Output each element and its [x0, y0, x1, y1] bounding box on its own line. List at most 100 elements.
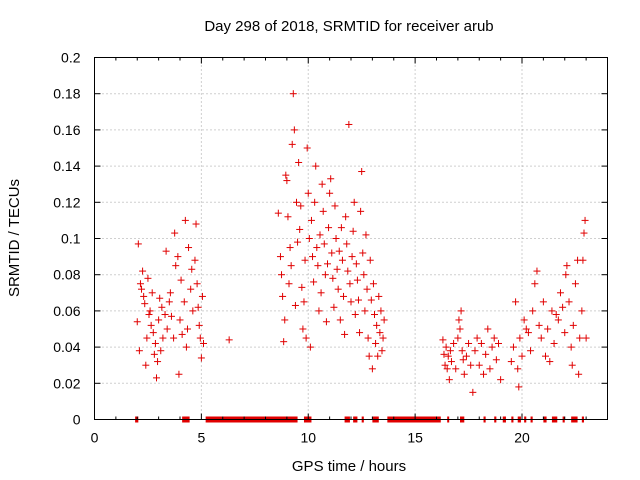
data-point — [285, 280, 293, 288]
data-point — [446, 347, 454, 355]
data-point — [334, 285, 342, 293]
data-point — [335, 247, 343, 255]
data-point — [319, 207, 327, 215]
data-point — [302, 334, 310, 342]
data-point — [333, 265, 341, 273]
data-point — [314, 262, 322, 270]
data-point — [376, 329, 384, 337]
data-point — [571, 280, 579, 288]
data-point — [295, 158, 303, 166]
data-point — [366, 256, 374, 264]
x-tick-label: 10 — [300, 430, 316, 446]
data-point — [156, 294, 164, 302]
data-point — [477, 339, 485, 347]
y-tick-label: 0.14 — [53, 158, 80, 174]
data-point — [444, 352, 452, 360]
data-point — [178, 330, 186, 338]
data-point — [354, 296, 362, 304]
data-point — [136, 280, 144, 288]
data-point — [346, 280, 354, 288]
data-point — [457, 307, 465, 315]
data-point — [360, 271, 368, 279]
data-point — [142, 361, 150, 369]
data-point — [274, 209, 282, 217]
data-point — [441, 361, 449, 369]
data-point — [351, 311, 359, 319]
data-point — [556, 289, 564, 297]
data-point — [447, 358, 455, 366]
data-point — [325, 224, 333, 232]
data-point — [512, 298, 520, 306]
data-point — [363, 285, 371, 293]
data-point — [134, 240, 142, 248]
data-point — [150, 350, 158, 358]
data-point — [304, 189, 312, 197]
data-point — [327, 175, 335, 183]
data-point — [580, 229, 588, 237]
data-point — [581, 216, 589, 224]
data-point — [562, 271, 570, 279]
data-point — [316, 231, 324, 239]
data-point — [454, 334, 462, 342]
data-point — [280, 338, 288, 346]
data-point — [529, 307, 537, 315]
data-point — [154, 358, 162, 366]
data-point — [141, 300, 149, 308]
data-point — [139, 267, 147, 275]
y-tick-label: 0.08 — [53, 267, 80, 283]
data-point — [531, 280, 539, 288]
data-point — [195, 321, 203, 329]
data-point — [480, 370, 488, 378]
data-point — [323, 260, 331, 268]
data-point — [343, 240, 351, 248]
data-point — [306, 343, 314, 351]
data-point — [515, 383, 523, 391]
data-point — [348, 253, 356, 261]
data-point — [315, 307, 323, 315]
data-point — [198, 292, 206, 300]
data-point — [336, 316, 344, 324]
data-point — [471, 347, 479, 355]
y-tick-label: 0.02 — [53, 375, 80, 391]
data-point — [159, 334, 167, 342]
data-point — [552, 311, 560, 319]
data-point — [350, 198, 358, 206]
data-point — [527, 347, 535, 355]
data-point — [516, 334, 524, 342]
data-point — [180, 298, 188, 306]
data-point — [196, 334, 204, 342]
data-point — [290, 126, 298, 134]
data-point — [524, 329, 532, 337]
data-point — [162, 247, 170, 255]
data-point — [347, 298, 355, 306]
data-point — [183, 325, 191, 333]
data-point — [165, 298, 173, 306]
x-axis-label: GPS time / hours — [292, 458, 406, 475]
data-point — [509, 343, 517, 351]
data-point — [344, 267, 352, 275]
data-point — [157, 347, 165, 355]
data-point — [299, 325, 307, 333]
axis-ticks — [94, 57, 608, 420]
data-point — [330, 303, 338, 311]
data-point — [377, 307, 385, 315]
data-point — [289, 90, 297, 98]
data-point — [151, 339, 159, 347]
data-point — [368, 365, 376, 373]
data-point — [482, 350, 490, 358]
data-point — [192, 220, 200, 228]
data-point — [148, 289, 156, 297]
data-point — [296, 225, 304, 233]
data-point — [177, 276, 185, 284]
data-point — [374, 352, 382, 360]
data-point — [356, 329, 364, 337]
data-point — [276, 253, 284, 261]
data-point — [550, 339, 558, 347]
data-point — [332, 235, 340, 242]
y-tick-label: 0.06 — [53, 303, 80, 319]
data-point — [337, 224, 345, 232]
data-point — [341, 330, 349, 338]
data-point — [439, 336, 447, 344]
data-point — [533, 267, 541, 275]
data-point — [455, 316, 463, 324]
